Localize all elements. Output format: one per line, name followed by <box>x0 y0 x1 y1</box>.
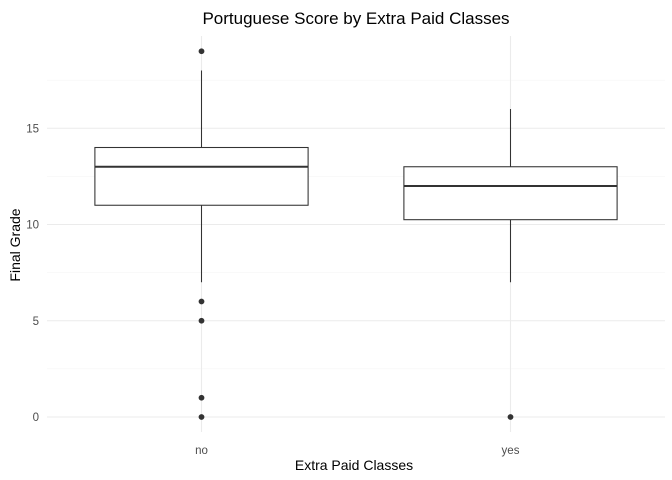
outlier-point <box>198 394 205 401</box>
y-axis-title: Final Grade <box>7 208 23 281</box>
outlier-point <box>198 298 205 305</box>
y-tick-labels: 0 5 10 15 <box>26 123 39 424</box>
grid-lines <box>47 36 665 432</box>
box-yes <box>403 109 618 420</box>
iqr-box <box>403 166 618 221</box>
outlier-point <box>198 317 205 324</box>
x-tick-label: yes <box>502 445 520 457</box>
iqr-box <box>94 146 309 206</box>
y-tick-label: 0 <box>33 412 39 424</box>
outlier-point <box>507 414 514 420</box>
box-series <box>94 48 618 420</box>
chart-title: Portuguese Score by Extra Paid Classes <box>202 9 509 28</box>
box-no <box>94 48 309 420</box>
y-tick-label: 15 <box>26 123 39 135</box>
x-tick-labels: no yes <box>195 445 520 457</box>
y-tick-label: 10 <box>26 220 39 232</box>
y-tick-label: 5 <box>33 316 39 328</box>
outlier-point <box>198 414 205 420</box>
x-axis-title: Extra Paid Classes <box>295 457 413 473</box>
outlier-point <box>198 48 205 55</box>
x-tick-label: no <box>195 445 208 457</box>
